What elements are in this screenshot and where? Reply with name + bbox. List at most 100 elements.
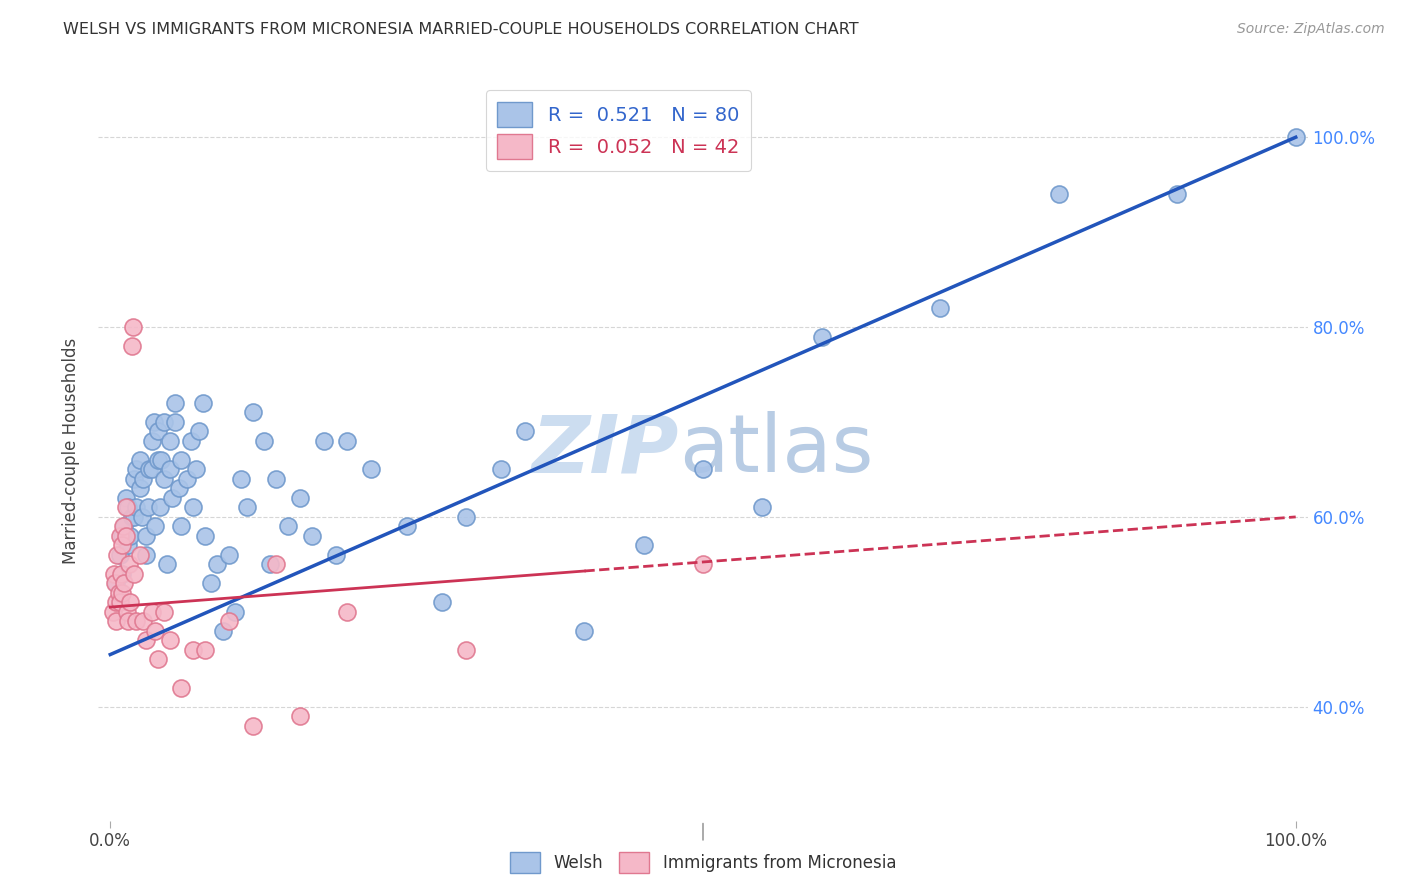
Point bbox=[121, 509, 143, 524]
Point bbox=[1285, 130, 1308, 145]
Point bbox=[135, 548, 157, 562]
Point bbox=[242, 719, 264, 733]
Point bbox=[194, 529, 217, 543]
Point bbox=[111, 529, 134, 543]
Point bbox=[132, 615, 155, 629]
Point bbox=[108, 595, 131, 609]
Point bbox=[633, 538, 655, 552]
Point bbox=[131, 509, 153, 524]
Point bbox=[120, 595, 142, 609]
Point bbox=[114, 491, 136, 505]
Point bbox=[218, 615, 240, 629]
Point bbox=[160, 491, 183, 505]
Point bbox=[224, 605, 246, 619]
Point bbox=[181, 642, 204, 657]
Point bbox=[115, 605, 138, 619]
Point bbox=[146, 652, 169, 666]
Point bbox=[336, 605, 359, 619]
Point bbox=[135, 529, 157, 543]
Point bbox=[176, 472, 198, 486]
Point bbox=[146, 453, 169, 467]
Point bbox=[212, 624, 235, 638]
Point bbox=[159, 462, 181, 476]
Point bbox=[152, 605, 174, 619]
Point bbox=[929, 301, 952, 315]
Point bbox=[194, 642, 217, 657]
Point bbox=[114, 519, 136, 533]
Point bbox=[111, 566, 134, 581]
Text: ZIP: ZIP bbox=[531, 411, 679, 490]
Y-axis label: Married-couple Households: Married-couple Households bbox=[62, 337, 80, 564]
Point bbox=[105, 595, 128, 609]
Point bbox=[114, 500, 136, 515]
Point bbox=[143, 624, 166, 638]
Point bbox=[229, 472, 252, 486]
Point bbox=[692, 558, 714, 572]
Point bbox=[122, 472, 145, 486]
Point bbox=[454, 642, 477, 657]
Point bbox=[432, 595, 454, 609]
Point bbox=[692, 462, 714, 476]
Point bbox=[105, 615, 128, 629]
Point bbox=[105, 548, 128, 562]
Point bbox=[181, 500, 204, 515]
Point bbox=[117, 538, 139, 552]
Point bbox=[277, 519, 299, 533]
Point bbox=[188, 425, 211, 439]
Point bbox=[218, 548, 240, 562]
Legend: R =  0.521   N = 80, R =  0.052   N = 42: R = 0.521 N = 80, R = 0.052 N = 42 bbox=[485, 90, 751, 171]
Point bbox=[138, 462, 160, 476]
Point bbox=[108, 548, 131, 562]
Point bbox=[170, 453, 193, 467]
Point bbox=[141, 605, 163, 619]
Point bbox=[165, 415, 187, 429]
Point bbox=[125, 500, 148, 515]
Point bbox=[170, 681, 193, 695]
Point bbox=[264, 472, 287, 486]
Point bbox=[149, 500, 172, 515]
Point bbox=[395, 519, 418, 533]
Point bbox=[150, 453, 173, 467]
Point bbox=[491, 462, 513, 476]
Point bbox=[152, 415, 174, 429]
Point bbox=[156, 558, 179, 572]
Point bbox=[167, 482, 190, 496]
Point bbox=[104, 576, 127, 591]
Point bbox=[242, 405, 264, 419]
Point bbox=[1166, 187, 1188, 202]
Point bbox=[122, 566, 145, 581]
Point bbox=[129, 453, 152, 467]
Point bbox=[122, 509, 145, 524]
Point bbox=[751, 500, 773, 515]
Point bbox=[117, 615, 139, 629]
Point bbox=[101, 605, 124, 619]
Point bbox=[117, 500, 139, 515]
Point bbox=[264, 558, 287, 572]
Point bbox=[111, 586, 134, 600]
Point bbox=[288, 491, 311, 505]
Point bbox=[259, 558, 281, 572]
Point bbox=[132, 472, 155, 486]
Text: Source: ZipAtlas.com: Source: ZipAtlas.com bbox=[1237, 22, 1385, 37]
Point bbox=[107, 586, 129, 600]
Point bbox=[336, 434, 359, 448]
Point bbox=[170, 519, 193, 533]
Point bbox=[112, 519, 135, 533]
Point bbox=[146, 425, 169, 439]
Point bbox=[325, 548, 347, 562]
Point bbox=[120, 529, 142, 543]
Point bbox=[360, 462, 382, 476]
Point bbox=[191, 396, 214, 410]
Point bbox=[1047, 187, 1070, 202]
Point bbox=[141, 434, 163, 448]
Point bbox=[121, 339, 143, 353]
Point bbox=[200, 576, 222, 591]
Point bbox=[159, 633, 181, 648]
Point bbox=[114, 529, 136, 543]
Point bbox=[108, 529, 131, 543]
Point bbox=[152, 472, 174, 486]
Point bbox=[103, 566, 125, 581]
Point bbox=[159, 434, 181, 448]
Text: WELSH VS IMMIGRANTS FROM MICRONESIA MARRIED-COUPLE HOUSEHOLDS CORRELATION CHART: WELSH VS IMMIGRANTS FROM MICRONESIA MARR… bbox=[63, 22, 859, 37]
Point bbox=[118, 558, 141, 572]
